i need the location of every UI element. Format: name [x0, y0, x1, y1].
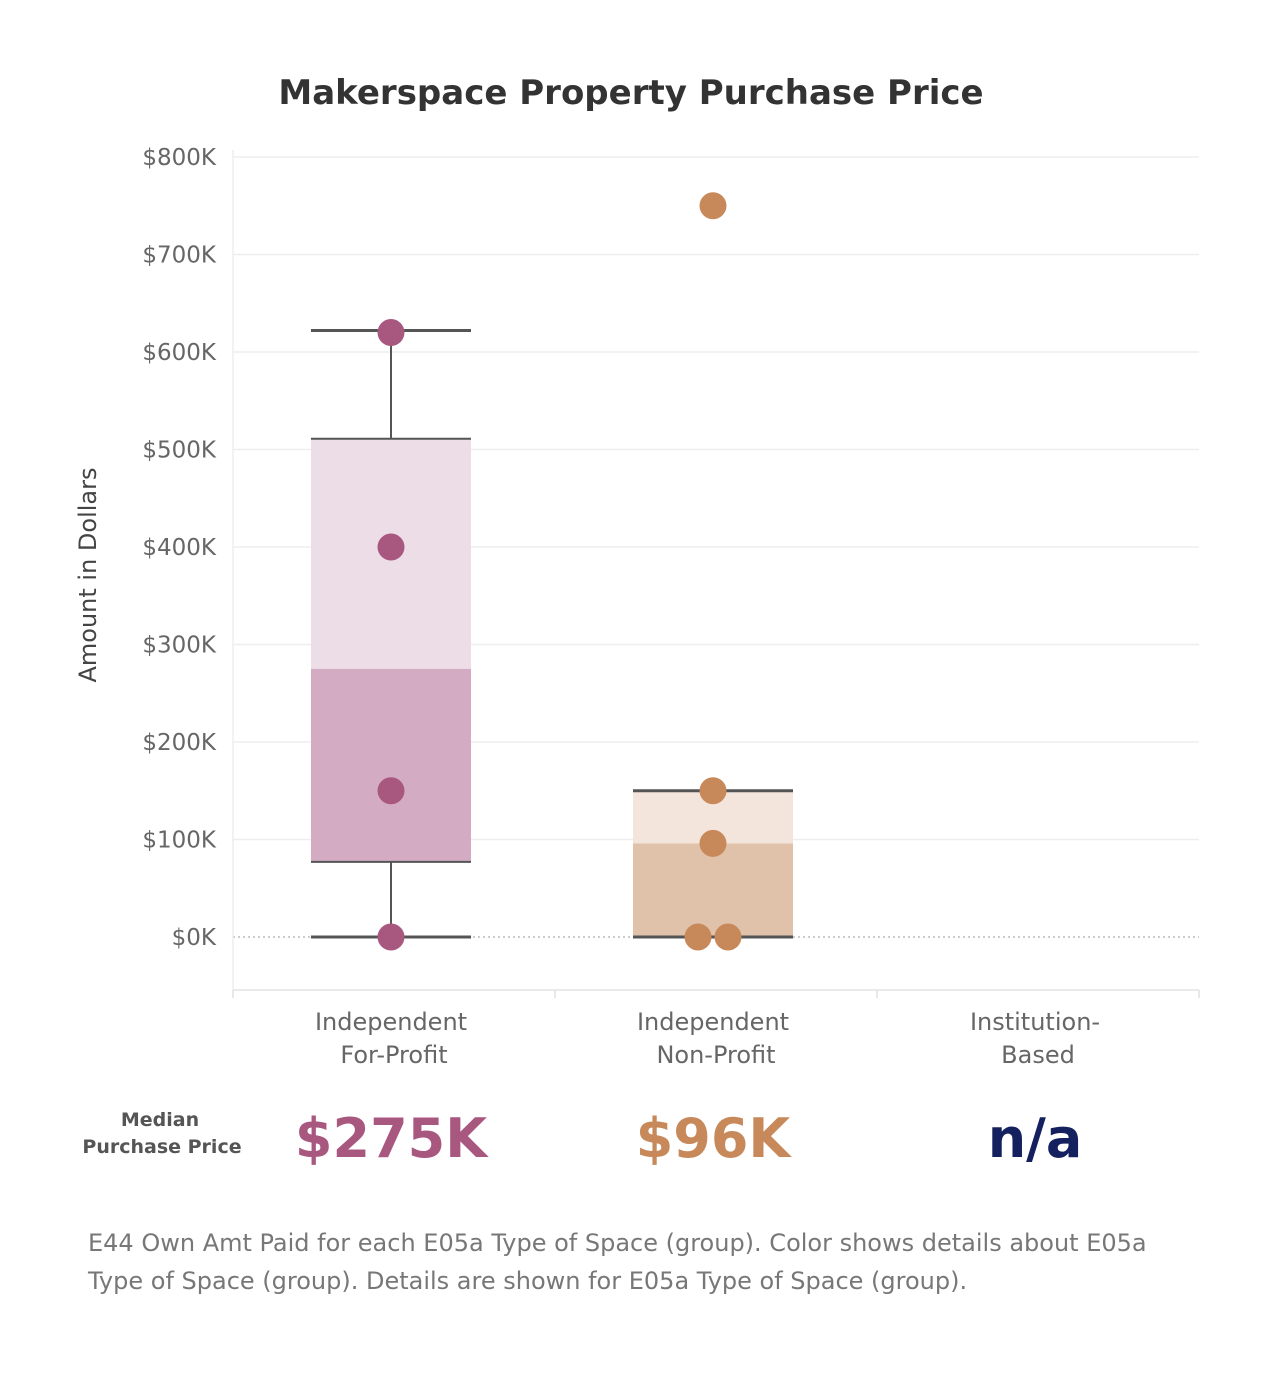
y-tick-label: $0K [172, 925, 217, 951]
median-row: Median Purchase Price $275K $96K n/a [82, 1107, 1082, 1170]
x-tick-label-line2: Based [1001, 1041, 1075, 1069]
y-tick-label: $300K [142, 633, 217, 659]
x-axis: Independent For-Profit Independent Non-Prof… [232, 989, 1200, 1069]
x-tick-label-line1: Independent [315, 1008, 467, 1036]
data-point [714, 923, 742, 951]
box-lower-quartile [311, 668, 471, 862]
median-label-line1: Median [121, 1109, 199, 1131]
box-plot-chart: Makerspace Property Purchase Price Amoun… [74, 73, 1200, 1170]
y-tick-label: $400K [142, 535, 217, 561]
median-value: $275K [295, 1107, 489, 1170]
y-tick-label: $800K [142, 145, 217, 171]
chart-title: Makerspace Property Purchase Price [278, 73, 983, 113]
y-tick-label: $200K [142, 730, 217, 756]
data-point [377, 533, 405, 561]
x-tick-label-line1: Institution- [970, 1008, 1100, 1036]
data-point [684, 923, 712, 951]
y-axis-label: Amount in Dollars [74, 467, 102, 682]
data-point [699, 829, 727, 857]
x-tick-label-line2: For-Profit [340, 1041, 447, 1069]
y-axis-ticks: $0K $100K $200K $300K $400K $500K $600K $700K $8… [142, 145, 217, 951]
box-lower-quartile [633, 843, 793, 937]
data-point [699, 192, 727, 220]
data-point [377, 777, 405, 805]
data-point [377, 923, 405, 951]
median-value: $96K [636, 1107, 793, 1170]
x-tick-label-line2: Non-Profit [656, 1041, 775, 1069]
data-point [377, 319, 405, 346]
y-tick-label: $500K [142, 438, 217, 464]
y-tick-label: $700K [142, 243, 217, 269]
y-tick-label: $100K [142, 828, 217, 854]
median-label-line2: Purchase Price [82, 1136, 241, 1158]
chart-caption: E44 Own Amt Paid for each E05a Type of S… [88, 1229, 1147, 1295]
data-points [377, 192, 742, 951]
median-value: n/a [988, 1107, 1083, 1170]
x-tick-label-line1: Independent [637, 1008, 789, 1036]
y-tick-label: $600K [142, 340, 217, 366]
data-point [699, 777, 727, 805]
